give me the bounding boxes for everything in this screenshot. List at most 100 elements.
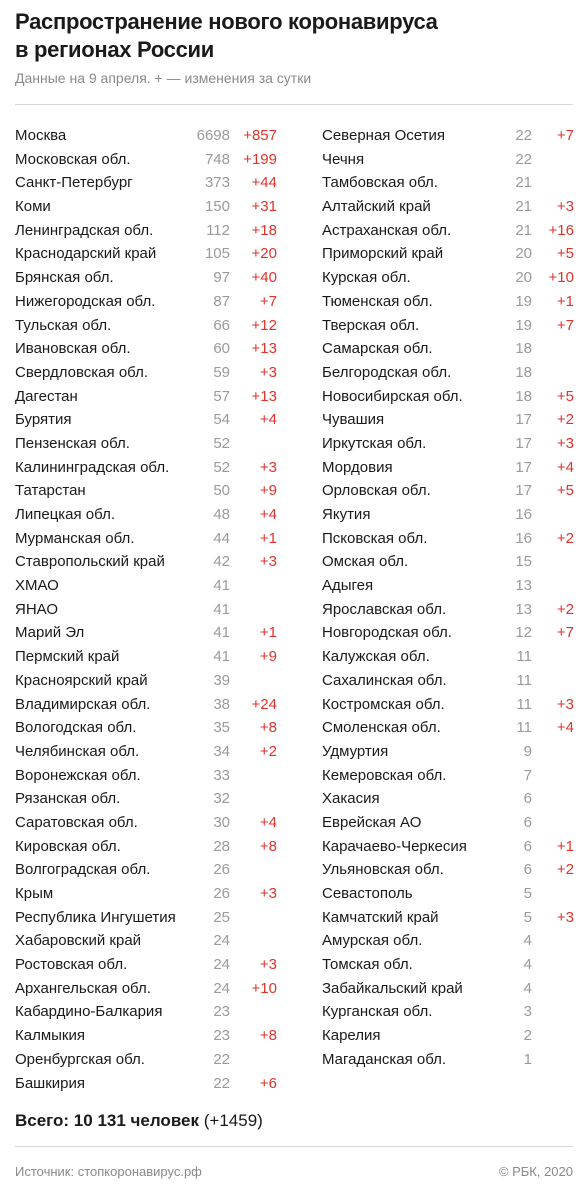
region-row: Саратовская обл. 30 +4 — [15, 811, 277, 835]
region-name: ЯНАО — [15, 600, 59, 618]
region-name: ХМАО — [15, 577, 59, 595]
region-row: Владимирская обл. 38 +24 — [15, 693, 277, 717]
daily-change: +8 — [259, 1027, 277, 1045]
region-name: Забайкальский край — [322, 979, 463, 997]
case-count: 41 — [213, 624, 230, 642]
case-count: 13 — [515, 577, 532, 595]
case-count: 41 — [213, 648, 230, 666]
region-name: Дагестан — [15, 387, 78, 405]
daily-change: +4 — [259, 506, 277, 523]
region-row: Карачаево-Черкесия 6 +1 — [322, 835, 574, 859]
region-name: Нижегородская обл. — [15, 292, 156, 310]
daily-change: +44 — [251, 174, 277, 192]
region-name: Брянская обл. — [15, 269, 114, 287]
region-name: Хабаровский край — [15, 932, 142, 950]
case-count: 4 — [523, 979, 532, 997]
daily-change: +8 — [259, 719, 277, 737]
region-name: Тюменская обл. — [322, 292, 433, 310]
region-name: Калининградская обл. — [15, 458, 170, 476]
region-name: Новгородская обл. — [322, 624, 452, 642]
region-row: Кировская обл. 28 +8 — [15, 835, 277, 859]
daily-change: +13 — [251, 340, 277, 358]
region-row: Ульяновская обл. 6 +2 — [322, 858, 574, 882]
region-row: Костромская обл. 11 +3 — [322, 693, 574, 717]
daily-change: +199 — [243, 150, 277, 168]
case-count: 35 — [213, 719, 230, 737]
region-row: Калининградская обл. 52 +3 — [15, 456, 277, 480]
region-row: Ленинградская обл. 112 +18 — [15, 219, 277, 243]
daily-change: +6 — [259, 1074, 277, 1092]
region-row: Иркутская обл. 17 +3 — [322, 432, 574, 456]
case-count: 6 — [523, 790, 532, 808]
case-count: 22 — [213, 1050, 230, 1068]
region-row: Камчатский край 5 +3 — [322, 906, 574, 930]
region-row: Липецкая обл. 48 +4 — [15, 503, 277, 527]
region-name: Севастополь — [322, 885, 413, 902]
case-count: 42 — [213, 553, 230, 571]
daily-change: +4 — [556, 719, 574, 737]
daily-change: +3 — [556, 908, 574, 926]
region-name: Псковская обл. — [322, 529, 428, 547]
case-count: 26 — [213, 885, 230, 902]
source-label: Источник: стопкоронавирус.рф — [15, 1164, 202, 1179]
region-row: Пензенская обл. 52 — [15, 432, 275, 456]
region-name: Самарская обл. — [322, 340, 433, 358]
case-count: 12 — [515, 624, 532, 642]
bottom-divider — [15, 1146, 573, 1147]
case-count: 23 — [213, 1003, 230, 1021]
region-row: Архангельская обл. 24 +10 — [15, 977, 277, 1001]
region-name: Красноярский край — [15, 671, 148, 689]
region-name: Свердловская обл. — [15, 363, 148, 381]
region-name: Чувашия — [322, 411, 385, 429]
region-name: Курская обл. — [322, 269, 411, 287]
daily-change: +3 — [259, 363, 277, 381]
case-count: 22 — [213, 1074, 230, 1092]
case-count: 1 — [523, 1050, 532, 1068]
subtitle: Данные на 9 апреля. + — изменения за сут… — [15, 70, 312, 86]
case-count: 18 — [515, 387, 532, 405]
case-count: 22 — [515, 150, 532, 168]
case-count: 23 — [213, 1027, 230, 1045]
region-row: ХМАО 41 — [15, 574, 275, 598]
daily-change: +7 — [556, 316, 574, 334]
region-row: Тульская обл. 66 +12 — [15, 314, 277, 338]
total-delta: (+1459) — [203, 1111, 263, 1130]
case-count: 97 — [213, 269, 230, 287]
region-name: Саратовская обл. — [15, 813, 138, 831]
region-row: Ставропольский край 42 +3 — [15, 550, 277, 574]
region-name: Курганская обл. — [322, 1003, 433, 1021]
region-name: Республика Ингушетия — [15, 908, 176, 926]
region-row: Бурятия 54 +4 — [15, 408, 277, 432]
region-row: Пермский край 41 +9 — [15, 645, 277, 669]
region-row: ЯНАО 41 — [15, 598, 275, 622]
region-row: Псковская обл. 16 +2 — [322, 527, 574, 551]
case-count: 48 — [213, 506, 230, 523]
region-name: Костромская обл. — [322, 695, 445, 713]
daily-change: +857 — [243, 127, 277, 144]
region-name: Бурятия — [15, 411, 72, 429]
case-count: 54 — [213, 411, 230, 429]
region-row: Калужская обл. 11 — [322, 645, 574, 669]
region-row: Рязанская обл. 32 — [15, 787, 275, 811]
region-name: Смоленская обл. — [322, 719, 441, 737]
case-count: 39 — [213, 671, 230, 689]
case-count: 5 — [523, 908, 532, 926]
region-name: Тверская обл. — [322, 316, 420, 334]
daily-change: +3 — [556, 198, 574, 216]
region-row: Нижегородская обл. 87 +7 — [15, 290, 277, 314]
region-row: Оренбургская обл. 22 — [15, 1048, 275, 1072]
region-name: Белгородская обл. — [322, 363, 452, 381]
daily-change: +3 — [259, 458, 277, 476]
region-name: Ставропольский край — [15, 553, 165, 571]
case-count: 41 — [213, 577, 230, 595]
daily-change: +1 — [259, 529, 277, 547]
case-count: 16 — [515, 506, 532, 523]
region-name: Амурская обл. — [322, 932, 423, 950]
case-count: 2 — [523, 1027, 532, 1045]
region-row: Омская обл. 15 — [322, 550, 574, 574]
region-row: Крым 26 +3 — [15, 882, 277, 906]
region-row: Смоленская обл. 11 +4 — [322, 716, 574, 740]
region-row: Самарская обл. 18 — [322, 337, 574, 361]
case-count: 17 — [515, 482, 532, 500]
case-count: 11 — [516, 719, 532, 737]
